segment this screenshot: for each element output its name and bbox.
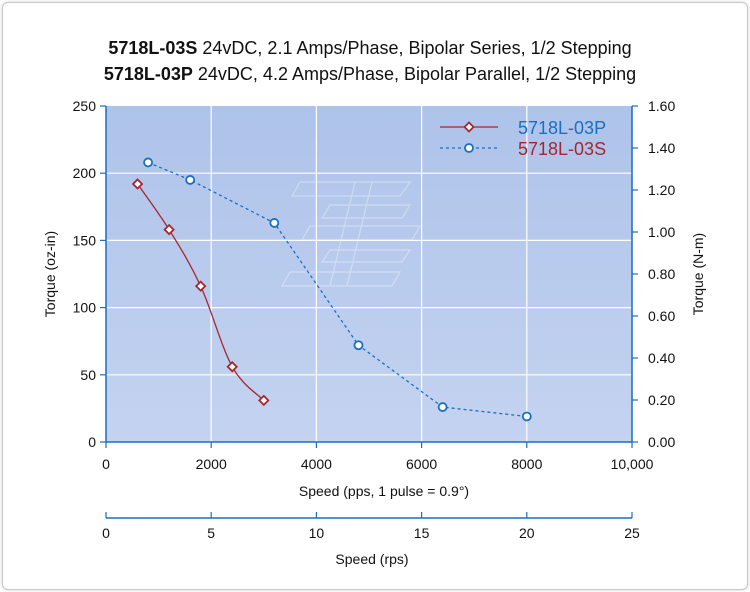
- y-tick-label: 100: [73, 300, 97, 316]
- data-point: [143, 157, 153, 168]
- y-tick-label: 200: [73, 165, 97, 181]
- legend-marker: [464, 143, 474, 153]
- y-tick-label: 250: [73, 98, 97, 114]
- rps-tick-label: 0: [102, 525, 110, 541]
- y-tick-label: 150: [73, 232, 97, 248]
- x-tick-label: 0: [102, 456, 110, 472]
- y-tick-label: 50: [80, 367, 96, 383]
- y2-axis-label: Torque (N-m): [690, 233, 706, 315]
- rps-tick-label: 20: [519, 525, 535, 541]
- y2-tick-label: 1.20: [648, 182, 675, 198]
- rps-axis-label: Speed (rps): [335, 551, 408, 567]
- y2-tick-label: 0.80: [648, 266, 675, 282]
- x-tick-label: 2000: [196, 456, 227, 472]
- y2-tick-label: 1.40: [648, 140, 675, 156]
- legend-entry: 5718L-03P: [440, 118, 606, 138]
- rps-tick-label: 10: [309, 525, 325, 541]
- x-tick-label: 4000: [301, 456, 332, 472]
- series-layer: [131, 157, 532, 422]
- y2-tick-label: 0.40: [648, 350, 675, 366]
- legend-label: 5718L-03P: [518, 118, 606, 138]
- chart-title-line-1: 5718L-03S 24vDC, 2.1 Amps/Phase, Bipolar…: [0, 38, 740, 59]
- y2-tick-label: 0.00: [648, 434, 675, 450]
- rps-tick-label: 25: [624, 525, 640, 541]
- data-point: [521, 411, 532, 422]
- series-5718L-03S: [131, 178, 270, 407]
- gridlines: [106, 106, 632, 442]
- legend-entry: 5718L-03S: [440, 139, 606, 159]
- data-point: [194, 280, 207, 292]
- title-model-parallel: 5718L-03P: [103, 64, 193, 84]
- data-point: [185, 175, 196, 185]
- data-point: [353, 340, 364, 351]
- y2-tick-label: 1.60: [648, 98, 675, 114]
- data-point: [163, 223, 175, 236]
- x-axis-label: Speed (pps, 1 pulse = 0.9°): [299, 483, 469, 499]
- x-tick-label: 10,000: [611, 456, 654, 472]
- data-point: [131, 178, 144, 190]
- y2-tick-label: 0.60: [648, 308, 675, 324]
- title-desc-parallel: 24vDC, 4.2 Amps/Phase, Bipolar Parallel,…: [192, 64, 637, 84]
- data-point: [437, 402, 448, 412]
- series-5718L-03P: [143, 157, 532, 422]
- legend-marker: [463, 121, 475, 133]
- y2-tick-label: 0.20: [648, 392, 675, 408]
- data-point: [258, 394, 270, 407]
- x-tick-label: 8000: [511, 456, 542, 472]
- rps-tick-label: 15: [414, 525, 430, 541]
- y-tick-label: 0: [88, 434, 96, 450]
- chart-title-line-2: 5718L-03P 24vDC, 4.2 Amps/Phase, Bipolar…: [0, 64, 740, 85]
- y2-tick-label: 1.00: [648, 224, 675, 240]
- title-desc-series: 24vDC, 2.1 Amps/Phase, Bipolar Series, 1…: [197, 38, 632, 58]
- x-tick-label: 6000: [406, 456, 437, 472]
- title-model-series: 5718L-03S: [108, 38, 198, 58]
- series-line: [147, 161, 527, 418]
- rps-tick-label: 5: [207, 525, 215, 541]
- y-axis-label: Torque (oz-in): [42, 231, 58, 317]
- data-point: [226, 360, 239, 373]
- data-point: [269, 218, 280, 228]
- legend-label: 5718L-03S: [518, 139, 606, 159]
- plot-area: [106, 106, 632, 442]
